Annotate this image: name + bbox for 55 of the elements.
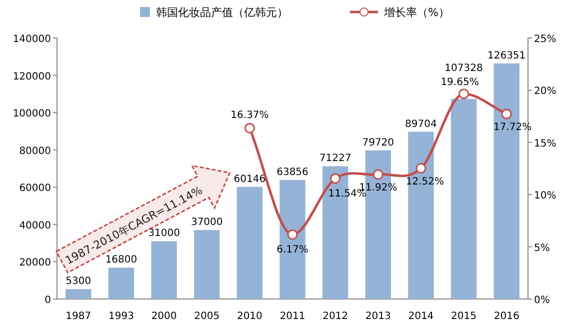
data-label: 126351 xyxy=(487,50,526,62)
x-tick-label: 2013 xyxy=(365,311,391,322)
y-tick-label: 20000 xyxy=(19,258,51,269)
bar xyxy=(108,268,134,299)
point xyxy=(244,122,255,134)
x-tick-label: 2015 xyxy=(451,311,476,322)
point xyxy=(458,88,470,100)
data-label: 60146 xyxy=(234,174,266,185)
x-tick-label: 1987 xyxy=(66,311,92,322)
x-tick-label: 2000 xyxy=(151,311,177,322)
data-label: 63856 xyxy=(276,166,308,178)
y-tick-label: 120000 xyxy=(12,71,51,82)
data-label: 79720 xyxy=(362,137,394,148)
legend-label: 韩国化妆品产值（亿韩元） xyxy=(156,6,288,19)
y-tick-label: 0 xyxy=(44,295,51,306)
data-label: 16.37% xyxy=(230,110,269,122)
point xyxy=(330,173,341,184)
data-label: 5300 xyxy=(66,276,92,288)
x-tick-label: 2014 xyxy=(408,311,434,322)
y-tick-label: 100000 xyxy=(12,108,51,120)
y2-tick-label: 20% xyxy=(534,86,556,98)
bar xyxy=(194,230,220,299)
y-tick-label: 80000 xyxy=(19,146,51,157)
y2-tick-label: 0% xyxy=(534,295,550,306)
legend-label: 增长率（%） xyxy=(383,6,450,19)
point xyxy=(501,108,512,120)
data-label: 6.17% xyxy=(276,244,308,256)
x-tick-label: 1993 xyxy=(108,311,134,322)
data-label: 31000 xyxy=(148,228,180,240)
bar xyxy=(66,289,92,299)
bar xyxy=(236,186,263,299)
x-tick-label: 2010 xyxy=(236,311,262,322)
data-label: 12.52% xyxy=(406,176,444,188)
y2-tick-label: 5% xyxy=(534,242,550,254)
point xyxy=(287,229,298,240)
x-tick-label: 2005 xyxy=(194,311,220,322)
y-tick-label: 40000 xyxy=(19,220,51,232)
data-label: 17.72% xyxy=(494,122,532,134)
x-tick-label: 2016 xyxy=(494,311,520,322)
y2-tick-label: 25% xyxy=(534,34,556,45)
data-label: 11.54% xyxy=(328,188,366,200)
y-tick-label: 60000 xyxy=(19,183,51,194)
data-label: 89704 xyxy=(405,118,437,130)
bar xyxy=(450,98,477,299)
y2-tick-label: 15% xyxy=(534,138,556,150)
data-label: 71227 xyxy=(319,153,352,164)
data-label: 107328 xyxy=(444,62,483,74)
y2-tick-label: 10% xyxy=(534,190,556,202)
bar xyxy=(151,241,177,299)
point xyxy=(372,169,384,180)
x-tick-label: 2011 xyxy=(280,311,306,322)
x-tick-label: 2012 xyxy=(322,311,348,322)
y-tick-label: 140000 xyxy=(12,34,51,45)
point xyxy=(416,163,426,174)
data-label: 19.65% xyxy=(440,76,479,88)
